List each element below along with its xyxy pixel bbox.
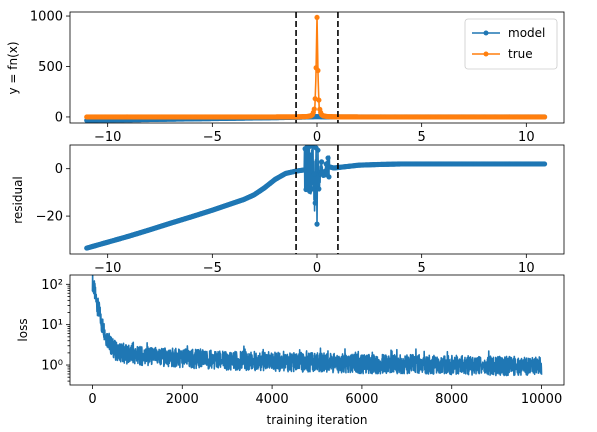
y-tick-label: 0 bbox=[55, 110, 63, 125]
middle-axes: −10 −5 0 5 10 0 −20 bbox=[36, 162, 535, 276]
bottom-ylabel: loss bbox=[16, 318, 30, 341]
y-tick-label: 500 bbox=[38, 60, 63, 75]
middle-frame bbox=[69, 144, 565, 255]
series-true-point bbox=[314, 14, 320, 21]
y-tick-label: 10² bbox=[41, 278, 63, 293]
series-series-0-point bbox=[310, 186, 316, 192]
y-tick-label: 0 bbox=[55, 162, 63, 177]
series-series-0-point bbox=[315, 147, 321, 153]
legend-model-label: model bbox=[508, 26, 545, 40]
series-series-0-point bbox=[323, 161, 329, 167]
legend-model-marker bbox=[483, 30, 489, 36]
series-true-point bbox=[541, 114, 548, 120]
series-series-0-point bbox=[325, 155, 331, 161]
x-tick-label: 8000 bbox=[435, 392, 468, 407]
series-series-0-point bbox=[541, 161, 548, 167]
series-series-0-point bbox=[301, 167, 307, 173]
x-tick-label: 0 bbox=[313, 130, 321, 145]
x-tick-label: −5 bbox=[203, 130, 222, 145]
x-tick-label: 0 bbox=[313, 261, 321, 276]
series-series-0-point bbox=[316, 186, 322, 192]
middle-plot-area bbox=[84, 145, 548, 254]
x-tick-label: 4000 bbox=[256, 392, 289, 407]
bottom-plot-area bbox=[91, 275, 543, 377]
series-series-0-point bbox=[319, 159, 325, 165]
x-tick-label: 5 bbox=[418, 261, 426, 276]
series-series-0-point bbox=[311, 171, 317, 177]
series-series-0-point bbox=[312, 200, 318, 206]
legend-true-label: true bbox=[508, 47, 533, 61]
series-series-0-point bbox=[308, 153, 314, 159]
x-tick-label: 2000 bbox=[166, 392, 199, 407]
top-axes: −10 −5 0 5 10 0 500 1000 bbox=[30, 10, 535, 145]
series-series-0-point bbox=[314, 221, 320, 227]
top-panel: −10 −5 0 5 10 0 500 1000 y = fn(x) model true bbox=[6, 10, 565, 145]
bottom-frame bbox=[69, 274, 565, 386]
bottom-axes: 0 2000 4000 6000 8000 10000 10⁰ 10¹ 10² bbox=[41, 278, 562, 407]
bottom-xlabel: training iteration bbox=[267, 413, 368, 427]
top-ylabel: y = fn(x) bbox=[6, 41, 20, 94]
series-true-point bbox=[311, 106, 317, 112]
x-tick-label: −10 bbox=[94, 261, 121, 276]
y-tick-label: 10⁰ bbox=[41, 359, 63, 374]
x-tick-label: −10 bbox=[94, 130, 121, 145]
top-legend: model true bbox=[464, 18, 558, 70]
bottom-panel: 0 2000 4000 6000 8000 10000 10⁰ 10¹ 10² loss tra… bbox=[16, 274, 565, 427]
x-tick-label: 6000 bbox=[345, 392, 378, 407]
series-series-0-line bbox=[91, 275, 543, 377]
series-true-point bbox=[316, 97, 322, 103]
y-tick-label: 1000 bbox=[30, 10, 63, 25]
x-tick-label: 0 bbox=[88, 392, 96, 407]
y-tick-label: 10¹ bbox=[41, 318, 63, 333]
series-true-markers bbox=[84, 14, 548, 120]
middle-ylabel: residual bbox=[11, 176, 25, 224]
x-tick-label: 10000 bbox=[521, 392, 562, 407]
top-plot-area bbox=[84, 12, 548, 123]
series-series-0-markers bbox=[84, 145, 548, 251]
legend-true-marker bbox=[483, 51, 489, 57]
middle-panel: −10 −5 0 5 10 0 −20 residual bbox=[11, 144, 565, 276]
y-tick-label: −20 bbox=[36, 210, 63, 225]
series-series-0-point bbox=[326, 174, 332, 180]
x-tick-label: 10 bbox=[518, 261, 535, 276]
series-true-point bbox=[315, 67, 321, 74]
x-tick-label: 10 bbox=[518, 130, 535, 145]
x-tick-label: 5 bbox=[418, 130, 426, 145]
top-frame bbox=[69, 11, 565, 124]
x-tick-label: −5 bbox=[203, 261, 222, 276]
